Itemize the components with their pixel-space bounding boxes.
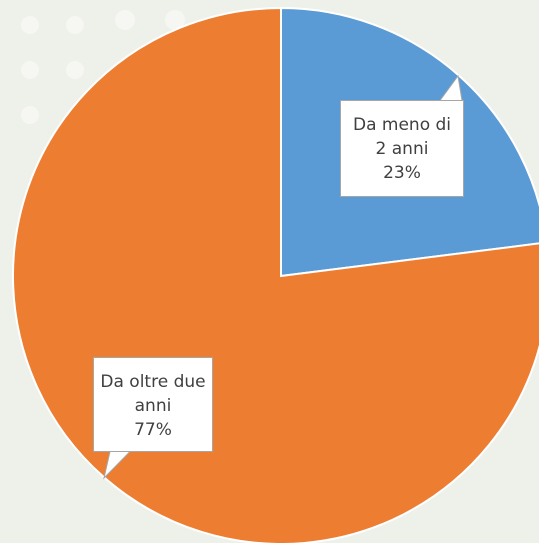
callout-pointer: [439, 74, 463, 101]
callout-pointers: [103, 74, 463, 480]
value-label: 77%: [134, 420, 172, 440]
background-dots: [21, 10, 185, 124]
value-label: 23%: [383, 163, 421, 183]
category-label: Da meno di 2 anni: [352, 115, 452, 159]
category-label: Da oltre due anni: [100, 372, 206, 416]
callout-pointer: [103, 451, 131, 480]
slice-label: Da oltre due anni 77%: [93, 357, 213, 452]
slice-label: Da meno di 2 anni 23%: [340, 100, 464, 197]
